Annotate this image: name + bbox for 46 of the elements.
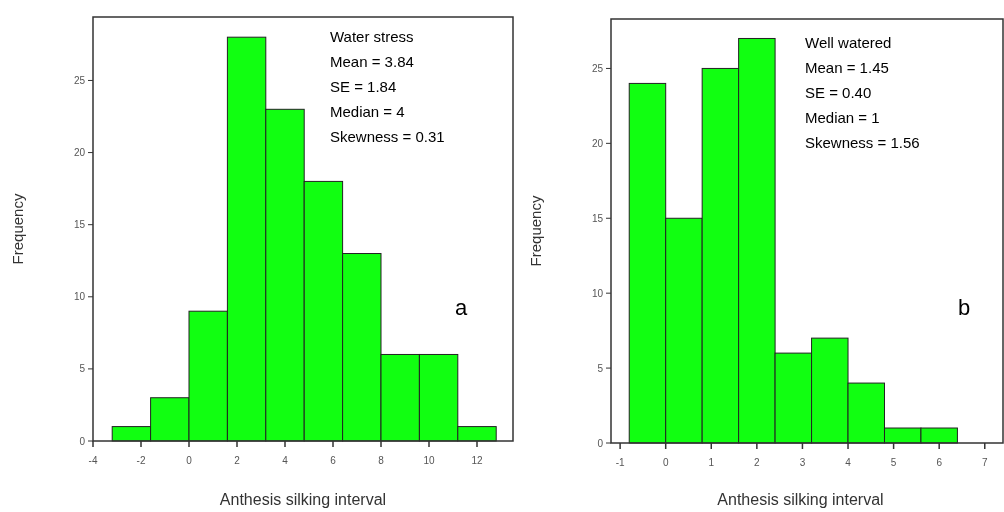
x-tick-label: 12 [471, 455, 483, 466]
annotation: Mean = 1.45 [805, 59, 889, 76]
annotation: Median = 4 [330, 103, 405, 120]
annotation: SE = 1.84 [330, 78, 397, 95]
y-tick-label: 25 [73, 74, 86, 86]
annotation: Skewness = 0.31 [330, 128, 445, 145]
annotation: Mean = 3.84 [330, 53, 414, 70]
y-tick-label: 10 [591, 287, 604, 299]
annotation: Skewness = 1.56 [805, 134, 920, 151]
y-tick-label: 20 [591, 137, 604, 149]
y-tick-label: 20 [73, 147, 86, 159]
y-axis-title: Frequency [9, 193, 26, 265]
x-tick-label: 0 [186, 455, 193, 466]
x-tick-label: 6 [330, 455, 337, 466]
x-tick-label: 4 [845, 457, 852, 468]
x-tick-label: 7 [981, 457, 988, 468]
x-tick-label: 2 [234, 455, 241, 466]
x-tick-label: 6 [936, 457, 943, 468]
x-tick-label: 10 [423, 455, 435, 466]
x-tick-label: 8 [378, 455, 385, 466]
x-tick-label: 1 [708, 457, 715, 468]
x-axis-title: Anthesis silking interval [717, 491, 884, 508]
y-tick-label: 10 [73, 291, 86, 303]
y-tick-label: 15 [73, 219, 86, 231]
y-axis-title: Frequency [527, 195, 544, 267]
annotation: a [455, 295, 468, 320]
y-tick-label: 5 [79, 363, 86, 375]
x-tick-label: 3 [799, 457, 806, 468]
x-tick-label: 5 [890, 457, 897, 468]
annotation: b [958, 295, 971, 320]
y-tick-label: 25 [591, 62, 604, 74]
annotation: SE = 0.40 [805, 84, 872, 101]
x-tick-label: -1 [615, 457, 625, 468]
y-tick-label: 15 [591, 212, 604, 224]
y-tick-label: 0 [79, 435, 86, 447]
annotation: Median = 1 [805, 109, 880, 126]
x-tick-label: 0 [662, 457, 669, 468]
annotation: Water stress [330, 28, 414, 45]
x-tick-label: 4 [282, 455, 289, 466]
y-tick-label: 5 [597, 362, 604, 374]
x-tick-label: -4 [88, 455, 98, 466]
y-tick-label: 0 [597, 437, 604, 449]
annotation: Well watered [805, 34, 892, 51]
x-tick-label: -2 [136, 455, 146, 466]
x-tick-label: 2 [754, 457, 761, 468]
x-axis-title: Anthesis silking interval [219, 491, 387, 508]
